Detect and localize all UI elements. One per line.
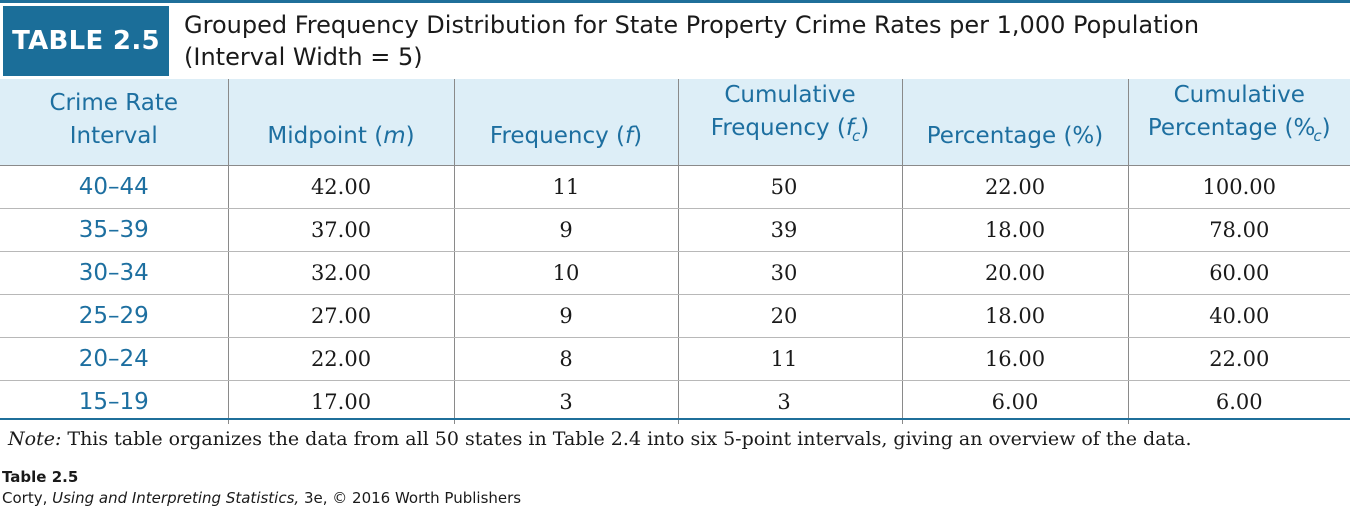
- cell-cumulative-frequency: 11: [677, 337, 902, 381]
- frequency-table: Crime Rate Interval Midpoint (m) Frequen…: [0, 79, 1350, 424]
- header-line: Midpoint (m): [229, 120, 454, 153]
- table-number-badge: TABLE 2.5: [3, 6, 169, 76]
- cell-cumulative-frequency: 30: [677, 251, 902, 295]
- cell-cumulative-percentage: 40.00: [1127, 294, 1350, 338]
- cell-interval: 40–44: [0, 165, 228, 209]
- figure-credit: Corty, Using and Interpreting Statistics…: [2, 489, 521, 507]
- cell-frequency: 3: [453, 380, 678, 424]
- note-label: Note:: [8, 428, 62, 450]
- cell-midpoint: 42.00: [227, 165, 454, 209]
- cell-percentage: 18.00: [901, 294, 1128, 338]
- cell-midpoint: 22.00: [227, 337, 454, 381]
- credit-book-title: Using and Interpreting Statistics,: [52, 489, 300, 507]
- header-line: Crime Rate: [49, 90, 178, 116]
- cell-cumulative-percentage: 6.00: [1127, 380, 1350, 424]
- header-line: Percentage (%): [926, 123, 1104, 149]
- header-text: ): [860, 115, 870, 141]
- cell-midpoint: 37.00: [227, 208, 454, 252]
- header-subscript: c: [1313, 127, 1322, 145]
- table-row: 15–19 17.00 3 3 6.00 6.00: [0, 380, 1350, 424]
- table-title-line-2: (Interval Width = 5): [184, 43, 423, 71]
- cell-interval: 30–34: [0, 251, 228, 295]
- table-bottom-rule: [0, 418, 1350, 420]
- header-percentage: Percentage (%): [901, 79, 1128, 166]
- table-row: 25–29 27.00 9 20 18.00 40.00: [0, 294, 1350, 338]
- header-symbol: f: [845, 115, 854, 141]
- cell-midpoint: 32.00: [227, 251, 454, 295]
- table-title: Grouped Frequency Distribution for State…: [184, 9, 1334, 73]
- header-text: ): [405, 123, 415, 149]
- header-frequency: Frequency (f): [453, 79, 678, 166]
- cell-frequency: 10: [453, 251, 678, 295]
- cell-interval: 20–24: [0, 337, 228, 381]
- note-text: This table organizes the data from all 5…: [61, 428, 1192, 450]
- cell-percentage: 20.00: [901, 251, 1128, 295]
- cell-cumulative-percentage: 22.00: [1127, 337, 1350, 381]
- cell-cumulative-frequency: 20: [677, 294, 902, 338]
- header-line: Percentage (%c): [1129, 112, 1350, 153]
- cell-interval: 25–29: [0, 294, 228, 338]
- cell-frequency: 11: [453, 165, 678, 209]
- credit-edition: 3e, © 2016 Worth Publishers: [299, 489, 522, 507]
- header-text: Midpoint (: [267, 123, 384, 149]
- cell-frequency: 9: [453, 294, 678, 338]
- cell-frequency: 8: [453, 337, 678, 381]
- cell-cumulative-percentage: 60.00: [1127, 251, 1350, 295]
- header-text: Percentage (%: [1147, 115, 1316, 141]
- table-title-bar: TABLE 2.5 Grouped Frequency Distribution…: [0, 0, 1350, 76]
- header-text: Frequency (: [489, 123, 625, 149]
- cell-percentage: 16.00: [901, 337, 1128, 381]
- cell-cumulative-frequency: 50: [677, 165, 902, 209]
- cell-frequency: 9: [453, 208, 678, 252]
- header-line: Frequency (f): [455, 120, 678, 153]
- cell-cumulative-percentage: 100.00: [1127, 165, 1350, 209]
- header-line: Cumulative: [1173, 82, 1305, 108]
- header-text: ): [1321, 115, 1331, 141]
- header-text: ): [633, 123, 643, 149]
- cell-percentage: 22.00: [901, 165, 1128, 209]
- header-crime-rate-interval: Crime Rate Interval: [0, 79, 228, 166]
- cell-percentage: 6.00: [901, 380, 1128, 424]
- header-line: Interval: [69, 123, 158, 149]
- table-title-line-1: Grouped Frequency Distribution for State…: [184, 11, 1200, 39]
- cell-cumulative-frequency: 39: [677, 208, 902, 252]
- table-row: 35–39 37.00 9 39 18.00 78.00: [0, 208, 1350, 252]
- table-row: 40–44 42.00 11 50 22.00 100.00: [0, 165, 1350, 209]
- cell-midpoint: 27.00: [227, 294, 454, 338]
- cell-cumulative-frequency: 3: [677, 380, 902, 424]
- table-row: 30–34 32.00 10 30 20.00 60.00: [0, 251, 1350, 295]
- header-line: Frequency (fc): [679, 112, 902, 153]
- cell-interval: 15–19: [78, 389, 149, 416]
- figure-caption-id: Table 2.5: [2, 468, 79, 486]
- table-note: Note: This table organizes the data from…: [8, 428, 1192, 450]
- header-symbol: m: [383, 123, 406, 149]
- credit-author: Corty,: [2, 489, 53, 507]
- header-symbol: f: [625, 123, 634, 149]
- header-text: Frequency (: [710, 115, 846, 141]
- cell-cumulative-percentage: 78.00: [1127, 208, 1350, 252]
- header-subscript: c: [851, 127, 861, 145]
- header-line: Cumulative: [724, 82, 856, 108]
- table-row: 20–24 22.00 8 11 16.00 22.00: [0, 337, 1350, 381]
- header-row: Crime Rate Interval Midpoint (m) Frequen…: [0, 79, 1350, 166]
- cell-interval: 35–39: [0, 208, 228, 252]
- header-midpoint: Midpoint (m): [227, 79, 454, 166]
- cell-percentage: 18.00: [901, 208, 1128, 252]
- header-cumulative-frequency: Cumulative Frequency (fc): [677, 79, 902, 166]
- cell-midpoint: 17.00: [227, 380, 454, 424]
- header-cumulative-percentage: Cumulative Percentage (%c): [1127, 79, 1350, 166]
